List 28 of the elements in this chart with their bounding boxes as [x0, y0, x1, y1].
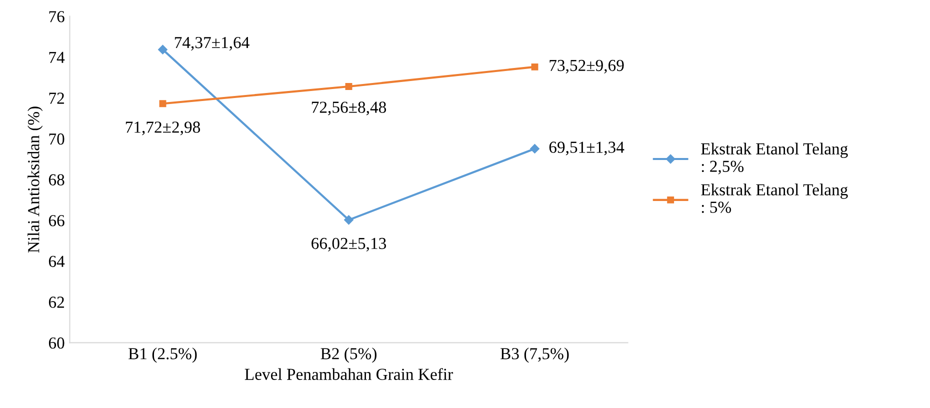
data-label: 73,52±9,69 — [550, 60, 624, 74]
point — [530, 144, 540, 154]
data-label: 66,02±5,13 — [312, 238, 386, 252]
data-label: 74,37±1,64 — [174, 36, 250, 51]
y-tick-label: 64 — [48, 256, 65, 268]
x-tick-label: B2 (5%) — [320, 348, 376, 363]
y-tick-label: 76 — [49, 11, 64, 22]
data-label: 72,56±8,48 — [312, 102, 386, 116]
x-axis-title: Level Penambahan Grain Kefir — [244, 368, 453, 380]
data-label: 71,72±2,98 — [126, 122, 200, 136]
legend-label: Ekstrak Etanol Telang : 2,5% — [701, 142, 848, 174]
y-tick-label: 60 — [48, 337, 64, 349]
x-tick-label: B3 (7,5%) — [500, 348, 569, 363]
y-tick-label: 62 — [48, 296, 64, 308]
y-tick-label: 68 — [48, 174, 64, 186]
y-tick-label: 72 — [49, 92, 64, 104]
point — [159, 100, 166, 108]
point — [531, 63, 538, 70]
point — [158, 44, 168, 54]
y-tick-label: 70 — [49, 133, 64, 145]
y-axis-title: Nilai Antioksidan (%) — [28, 106, 43, 253]
legend-label: Ekstrak Etanol Telang : 5% — [701, 184, 848, 213]
y-tick-label: 66 — [48, 215, 64, 226]
data-label: 69,51±1,34 — [549, 142, 624, 156]
point — [344, 215, 354, 225]
point — [345, 83, 352, 90]
y-tick-label: 74 — [49, 52, 65, 63]
x-tick-label: B1 (2.5%) — [128, 348, 197, 363]
